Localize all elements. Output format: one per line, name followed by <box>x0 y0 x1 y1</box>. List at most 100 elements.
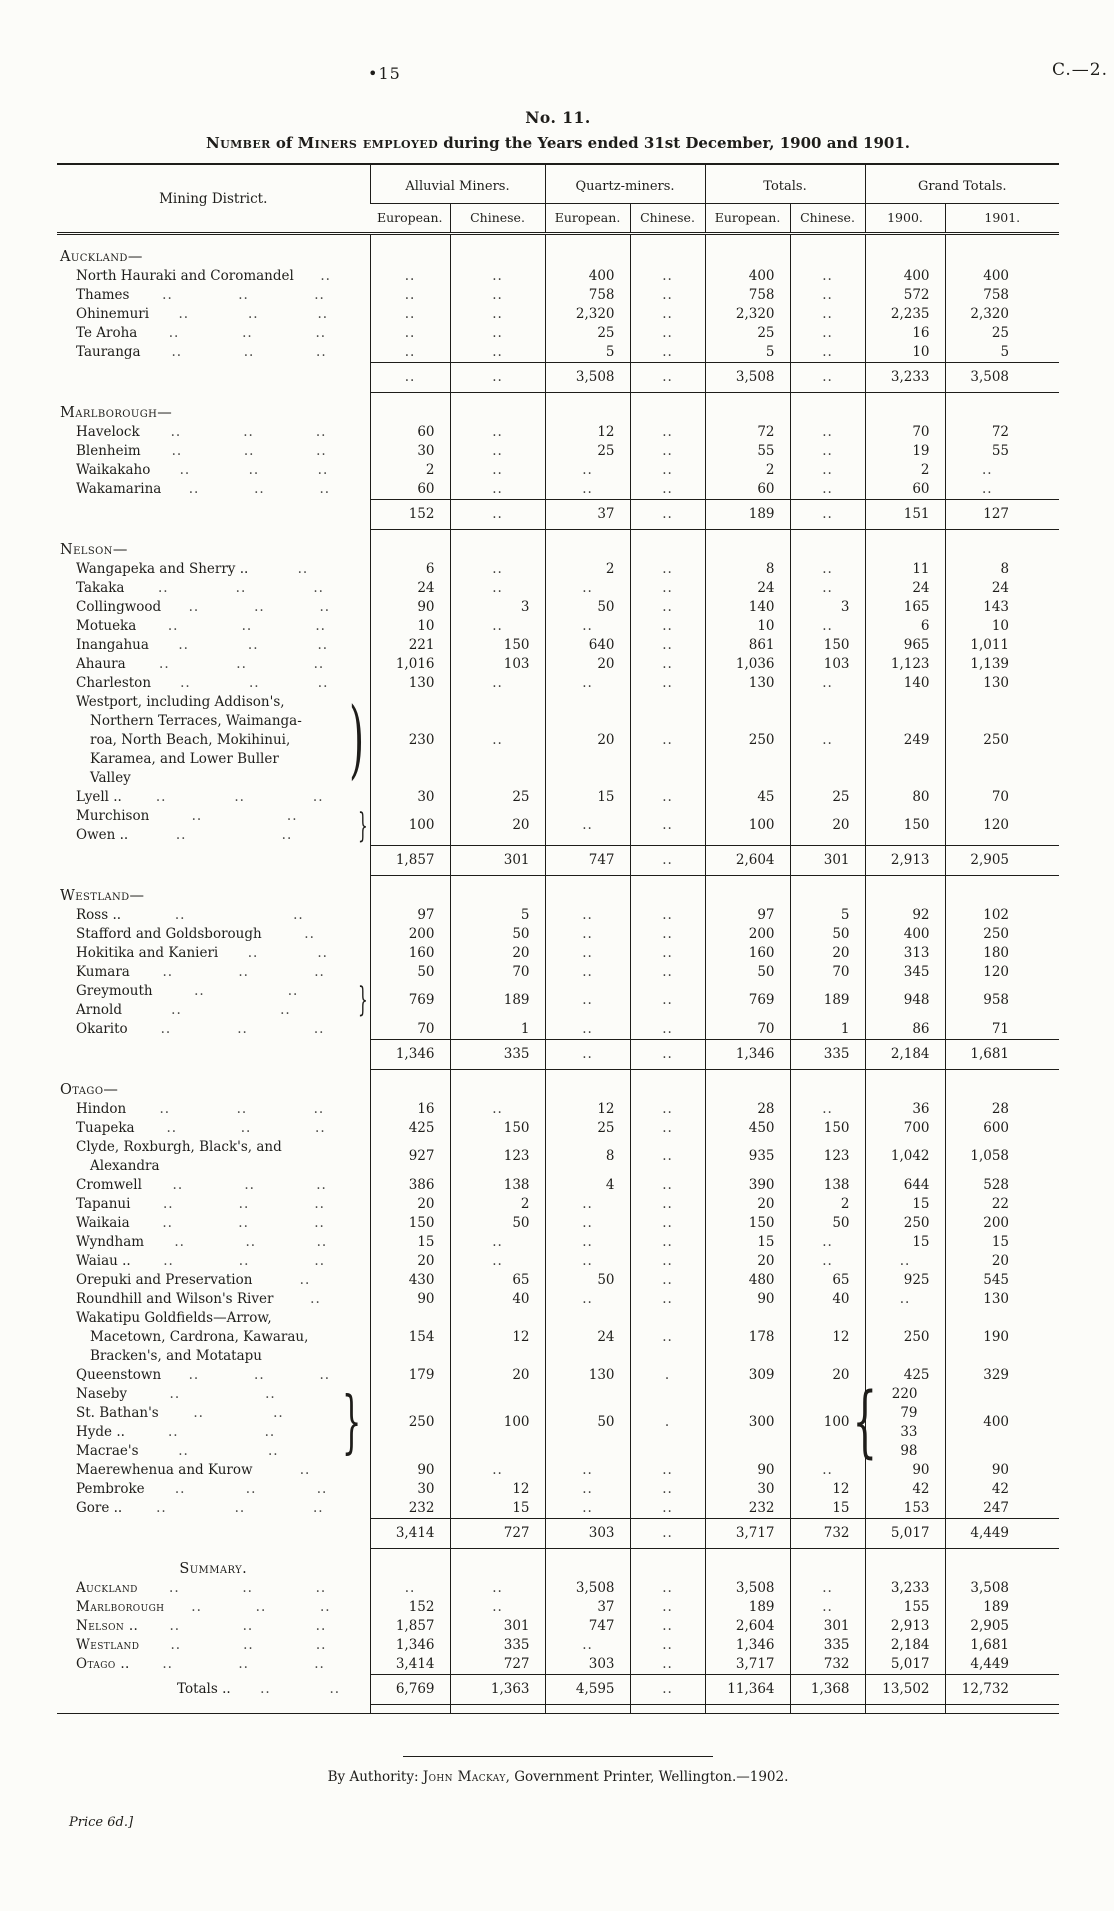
spacer-cell <box>369 392 450 404</box>
section-gap-row <box>57 529 1060 541</box>
value-cell: 925 <box>864 1270 946 1290</box>
leader-dots <box>288 305 357 324</box>
value-cell: 70 <box>704 1019 791 1039</box>
spacer-cell <box>789 1704 866 1714</box>
grand-totals-row: Totals .. 6,7691,3634,595..11,3641,36813,… <box>57 1673 1060 1705</box>
district-cell: Gore .. <box>57 1499 370 1519</box>
value-cell: 12 <box>544 423 631 442</box>
district-label-line: Takaka <box>57 579 358 598</box>
district-label-line: Westport, including Addison's, <box>57 693 328 712</box>
district-name: Gore .. <box>76 1499 123 1516</box>
subtotal-row: 1,857 301 747.. 2,604 301 2,913 2,905 <box>57 844 1060 876</box>
leader-dots <box>125 1423 222 1442</box>
leader-dots <box>211 1617 284 1636</box>
district-label-lines: Tapanui <box>57 1195 358 1214</box>
spacer-cell <box>57 1069 370 1081</box>
value-cell: 1,346 <box>704 1038 791 1070</box>
value-cell: .. <box>544 905 631 925</box>
district-label-wrap: Wakamarina <box>57 480 370 499</box>
district-label-line: Waikaia <box>57 1214 358 1233</box>
value-cell: 450 <box>704 1118 791 1138</box>
district-cell: Waikakaho <box>57 461 370 480</box>
empty-cell <box>704 248 791 267</box>
value-cell: 50 <box>704 962 791 982</box>
stacked-values: 220 79 33 98 <box>884 1385 918 1461</box>
value-cell: .. <box>629 461 706 480</box>
value-cell: 232 <box>369 1498 450 1518</box>
leader-dots <box>211 324 284 343</box>
leader-dots <box>149 636 219 655</box>
district-cell: Tapanui <box>57 1195 370 1214</box>
value-cell: 3,508 <box>944 1578 1060 1598</box>
value-cell: 12 <box>789 1308 866 1366</box>
value-cell: 60 <box>369 423 450 442</box>
table-row: Wangapeka and Sherry ..6..2..8..118 <box>57 560 1060 579</box>
leader-dots <box>282 1252 358 1271</box>
district-cell: Westport, including Addison's, Northern T… <box>57 693 370 788</box>
spacer-cell <box>369 1548 450 1560</box>
value-cell: .. <box>629 324 706 343</box>
spacer-cell <box>864 1548 946 1560</box>
value-cell: 1,346 <box>369 1635 450 1655</box>
value-cell: 8 <box>704 560 791 579</box>
value-cell: .. <box>629 1038 706 1070</box>
value-cell: 30 <box>369 442 450 461</box>
value-cell: 303 <box>544 1517 631 1549</box>
leader-dots <box>219 305 288 324</box>
value-cell: 1,346 <box>704 1635 791 1655</box>
spacer-cell <box>544 392 631 404</box>
spacer-cell <box>704 529 791 541</box>
value-cell: .. <box>449 1460 546 1480</box>
value-cell: 11 <box>864 560 946 579</box>
value-cell: 20 <box>449 943 546 963</box>
value-cell: .. <box>629 693 706 788</box>
table-row: Roundhill and Wilson's River9040....9040… <box>57 1289 1060 1309</box>
value-cell: .. <box>449 1099 546 1119</box>
section-heading-cell: Marlborough— <box>57 404 370 423</box>
leader-dots <box>292 1366 357 1385</box>
district-name: Auckland <box>76 1579 138 1596</box>
district-name: Motueka <box>76 618 137 634</box>
value-cell: 138 <box>449 1175 546 1195</box>
section-heading: Summary. <box>179 1560 248 1577</box>
leader-dots <box>141 343 213 362</box>
value-cell: 935 <box>704 1137 791 1176</box>
leader-dots <box>144 1233 215 1252</box>
value-cell: 2 <box>369 461 450 480</box>
empty-cell <box>704 886 791 906</box>
district-label-lines: Tuapeka <box>57 1119 358 1138</box>
value-cell: 301 <box>789 844 866 876</box>
value-cell: 345 <box>864 962 946 982</box>
spacer-cell <box>57 234 370 249</box>
value-cell: 16 <box>864 324 946 343</box>
value-cell: 60 <box>864 480 946 500</box>
spacer-cell <box>449 233 546 248</box>
miners-table: Mining District. Alluvial Miners. Quartz-m… <box>57 163 1060 1714</box>
value-cell: 20 <box>789 807 866 845</box>
value-cell: 12,732 <box>944 1673 1060 1705</box>
value-cell: .. <box>449 423 546 442</box>
leader-dots <box>135 1119 209 1138</box>
leader-dots <box>212 423 285 442</box>
leader-dots <box>128 826 234 845</box>
value-cell: .. <box>449 442 546 461</box>
value-cell: .. <box>629 1251 706 1271</box>
value-cell: 4 <box>544 1175 631 1195</box>
district-label-wrap: Takaka <box>57 579 370 598</box>
value-cell: 60 <box>369 480 450 500</box>
totals-label-line: Totals .. <box>57 1680 370 1699</box>
leader-dots <box>145 1480 216 1499</box>
value-cell: 3,414 <box>369 1517 450 1549</box>
stacked-value: 33 <box>900 1423 918 1440</box>
value-cell: .. <box>789 461 866 480</box>
value-cell: .. <box>629 1654 706 1674</box>
empty-cell <box>864 1080 946 1100</box>
value-cell: 189 <box>704 1597 791 1617</box>
district-name: Owen .. <box>76 827 129 843</box>
